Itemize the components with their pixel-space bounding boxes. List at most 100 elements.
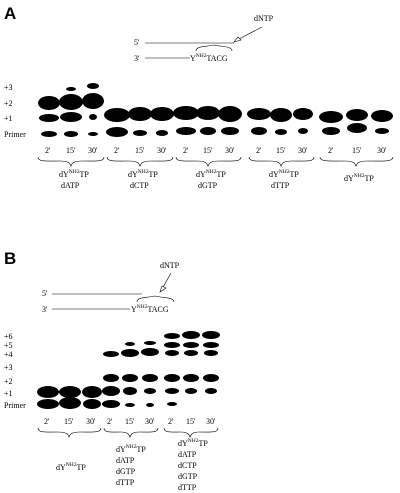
panel-a-dntp-label: dNTP <box>254 14 274 23</box>
gel-band <box>185 388 197 394</box>
group-brace <box>37 156 105 167</box>
panel-b-row-label-plus3: +3 <box>4 363 13 372</box>
time-label: 2' <box>45 146 51 155</box>
gel-band <box>182 331 200 339</box>
panel-b-substrate-schematic: 5' 3' YNH2TACG dNTP <box>42 261 180 314</box>
panel-b-dntp-label: dNTP <box>160 261 180 270</box>
panel-a-five-prime-label: 5' <box>134 38 140 47</box>
panel-b-overhang-brace <box>136 295 175 303</box>
gel-band <box>322 127 340 135</box>
time-label: 30' <box>157 146 167 155</box>
group-label-line: dGTP <box>116 467 136 476</box>
panel-b-dntp-arrow <box>161 272 172 290</box>
gel-band <box>183 342 199 348</box>
panel-b-gel <box>37 331 220 409</box>
panel-b-template-sequence: YNH2TACG <box>131 304 169 314</box>
gel-band <box>176 127 196 135</box>
gel-band <box>125 403 135 407</box>
group-label-line: dGTP <box>198 181 218 190</box>
panel-b-row-label-plus5: +5 <box>4 341 13 350</box>
gel-band <box>203 374 219 382</box>
gel-band <box>89 114 97 120</box>
gel-band <box>270 108 292 122</box>
group-label-line: dYNH2TP <box>116 444 146 454</box>
gel-band <box>319 111 343 123</box>
time-label: 15' <box>352 146 362 155</box>
group-label-line: dYNH2TP <box>56 462 86 472</box>
time-label: 2' <box>114 146 120 155</box>
group-label-line: dATP <box>116 456 135 465</box>
panel-a-overhang-brace <box>195 44 233 52</box>
panel-a-substrate-schematic: 5' 3' YNH2TACG dNTP <box>134 14 274 63</box>
group-label-line: dCTP <box>130 181 149 190</box>
group-label-line: dTTP <box>271 181 290 190</box>
time-label: 30' <box>145 417 155 426</box>
panel-a-template-sequence: YNH2TACG <box>190 53 228 63</box>
group-brace <box>103 427 159 438</box>
gel-band <box>347 123 367 133</box>
gel-band <box>142 374 158 382</box>
gel-band <box>103 351 119 357</box>
group-brace <box>106 156 174 167</box>
group-label-line: dYNH2TP <box>128 169 158 179</box>
time-label: 30' <box>88 146 98 155</box>
group-label-line: dYNH2TP <box>344 173 374 183</box>
gel-band <box>150 107 174 121</box>
gel-band <box>59 397 81 409</box>
gel-band <box>183 374 199 382</box>
gel-band <box>59 386 81 398</box>
gel-band <box>247 108 271 120</box>
gel-band <box>165 350 179 356</box>
panel-b-group-braces <box>37 427 219 438</box>
gel-band <box>88 132 98 136</box>
gel-band <box>346 109 368 121</box>
gel-band <box>121 349 139 357</box>
time-label: 15' <box>135 146 145 155</box>
time-label: 30' <box>298 146 308 155</box>
panel-a-gel <box>38 83 393 137</box>
gel-band <box>184 350 198 356</box>
panel-b-dntp-arrowhead <box>159 285 167 293</box>
time-label: 30' <box>86 417 96 426</box>
gel-band <box>298 128 308 134</box>
gel-band <box>200 127 216 135</box>
group-brace <box>248 156 315 167</box>
group-label-line: dTTP <box>116 478 135 487</box>
time-label: 15' <box>276 146 286 155</box>
group-label-line: dCTP <box>178 461 197 470</box>
time-label: 15' <box>203 146 213 155</box>
gel-band <box>87 83 99 89</box>
panel-b-row-label-plus4: +4 <box>4 350 13 359</box>
gel-band <box>221 127 239 135</box>
gel-band <box>141 348 159 356</box>
time-label: 2' <box>256 146 262 155</box>
group-label-line: dATP <box>178 450 197 459</box>
gel-band <box>37 399 59 409</box>
time-label: 2' <box>107 417 113 426</box>
gel-band <box>146 403 154 407</box>
time-label: 30' <box>206 417 216 426</box>
gel-band <box>38 96 60 110</box>
group-brace <box>175 156 242 167</box>
gel-band <box>41 131 57 137</box>
gel-band <box>144 341 156 345</box>
panel-a-row-label-plus2: +2 <box>4 99 13 108</box>
gel-band <box>164 374 180 382</box>
panel-a-row-label-plus3: +3 <box>4 83 13 92</box>
gel-band <box>122 374 138 382</box>
group-label-line: dYNH2TP <box>269 169 299 179</box>
time-label: 2' <box>328 146 334 155</box>
time-label: 30' <box>225 146 235 155</box>
gel-band <box>156 130 168 136</box>
gel-band <box>203 342 219 348</box>
gel-band <box>39 114 59 122</box>
gel-band <box>204 350 218 356</box>
group-brace <box>163 427 219 438</box>
group-label-line: dYNH2TP <box>59 169 89 179</box>
panel-b-row-label-plus6: +6 <box>4 332 13 341</box>
panel-b-label: B <box>4 249 16 268</box>
gel-band <box>59 94 83 110</box>
group-label-line: dATP <box>61 181 80 190</box>
panel-b: B 5' 3' YNH2TACG dNTP +6 +5 +4 +3 +2 +1 … <box>4 249 220 492</box>
group-label-line: dTTP <box>178 483 197 492</box>
